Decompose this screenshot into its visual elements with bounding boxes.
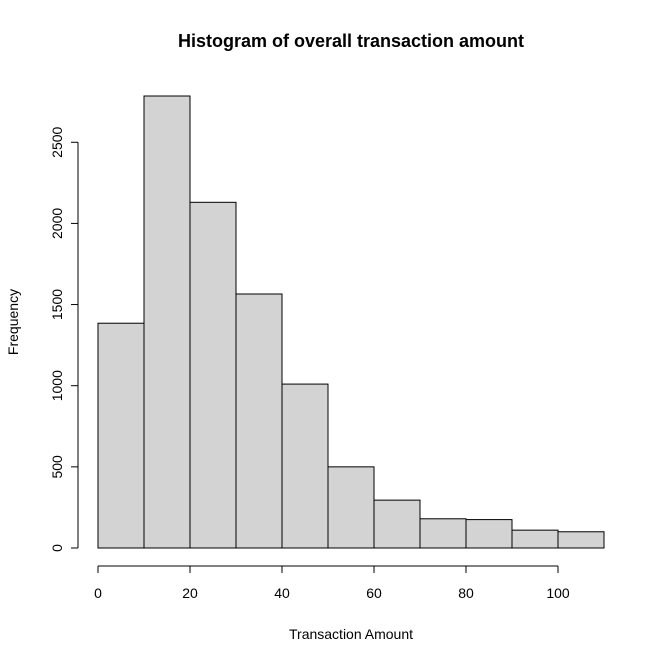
x-tick-label: 40 [274,585,290,601]
y-tick-label: 1000 [49,370,65,401]
histogram-bar [511,529,559,549]
chart-title: Histogram of overall transaction amount [178,31,524,51]
histogram-bar [97,322,145,549]
histogram-bar [143,95,191,549]
x-tick-label: 80 [458,585,474,601]
y-tick-label: 2000 [49,208,65,239]
y-tick-label: 0 [49,544,65,552]
x-tick-label: 0 [94,585,102,601]
y-tick-label: 1500 [49,289,65,320]
x-axis: 0 20 40 60 80 100 [94,565,570,601]
y-tick-label: 2500 [49,126,65,157]
histogram-bar [189,201,237,549]
y-axis-label: Frequency [5,289,21,355]
x-axis-label: Transaction Amount [289,626,413,642]
x-tick-label: 20 [182,585,198,601]
bars-group [97,95,605,549]
y-tick-label: 500 [49,455,65,479]
histogram-bar [235,293,283,549]
histogram-bar [373,499,421,549]
histogram-bar [465,519,513,549]
histogram-bar [419,518,467,549]
y-axis: 0 500 1000 1500 2000 2500 [49,126,79,552]
histogram-bar [327,466,375,549]
histogram-bar [557,531,605,549]
histogram-bar [281,383,329,549]
x-tick-label: 60 [366,585,382,601]
x-tick-label: 100 [546,585,570,601]
